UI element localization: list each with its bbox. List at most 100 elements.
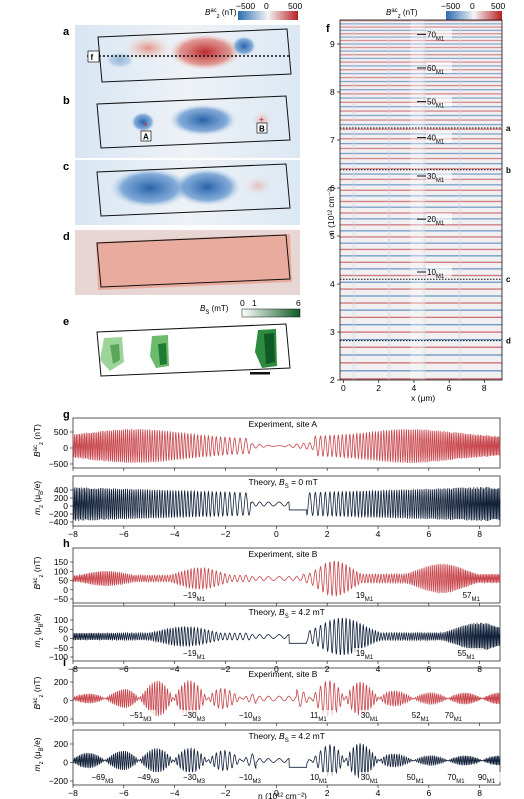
trace-level-label: 19M1 — [356, 591, 374, 603]
colorbar-ac-f-label: Bacz (nT) — [386, 8, 418, 20]
panel-label-a: a — [63, 26, 70, 38]
panel-c-map — [75, 160, 300, 225]
trace-level-label: −10M3 — [239, 773, 262, 785]
panel-f-x-axis: 0 2 4 6 8 — [341, 380, 487, 393]
trace-level-label: 10M1 — [310, 773, 328, 785]
trace-ytick: 0 — [63, 634, 68, 644]
panel-f-landau-labels: 70M1 60M1 50M1 40M1 30M1 20M1 10M1 — [417, 28, 452, 280]
colorbar-ac-f-tick-pos: 500 — [491, 1, 505, 11]
trace-ytick: 0 — [63, 443, 68, 453]
trace-xtick: −6 — [119, 529, 129, 539]
trace-level-label: −30M3 — [183, 711, 206, 723]
trace-ytick: 100 — [54, 566, 68, 576]
trace-level-label: 90M1 — [478, 773, 496, 785]
trace-line — [72, 680, 501, 717]
panel-f-xtick: 2 — [376, 383, 381, 393]
trace-title: Experiment, site A — [249, 419, 318, 429]
panel-f-ytick: 7 — [330, 135, 335, 145]
panel-f-ytick: 6 — [330, 183, 335, 193]
trace-level-label: −69M3 — [92, 773, 115, 785]
trace-line — [72, 486, 501, 522]
landau-level-label: 50M1 — [427, 98, 445, 110]
trace-line — [72, 743, 501, 779]
trace-level-label: 30M1 — [361, 773, 379, 785]
trace-ytick: 150 — [54, 557, 68, 567]
panel-f-xtick: 0 — [341, 383, 346, 393]
trace-xtick: −2 — [221, 529, 231, 539]
trace-xtick: −4 — [170, 788, 180, 798]
trace-ytick: 0 — [63, 585, 68, 595]
panel-label-h: h — [63, 538, 70, 550]
colorbar-bs-label: BS (mT) — [200, 304, 229, 316]
panel-f-cut-lines: a b c d — [340, 124, 511, 346]
landau-level-label: 40M1 — [427, 134, 445, 146]
trace-xtick: 6 — [426, 664, 431, 674]
trace-xtick: −6 — [119, 788, 129, 798]
trace-xtick: −8 — [68, 529, 78, 539]
trace-level-label: −10M3 — [239, 711, 262, 723]
trace-ytick: 50 — [59, 576, 69, 586]
trace-ytick: 0 — [63, 696, 68, 706]
colorbar-bs: BS (mT) 0 1 6 — [200, 298, 301, 318]
trace-ytick: 0 — [63, 758, 68, 768]
trace-panel-i-exp: Experiment, site B 200 0 −200 −51M3 −30M3 −10M… — [32, 667, 501, 726]
colorbar-ac: Bacz (nT) −500 0 500 — [205, 1, 302, 20]
trace-ylabel: mz (μB/e) — [32, 613, 45, 647]
trace-xtick: 8 — [477, 529, 482, 539]
panel-f-ytick: 5 — [330, 231, 335, 241]
trace-ytick: −400 — [49, 517, 68, 527]
colorbar-ac-f: Bacz (nT) −500 0 500 — [386, 1, 505, 20]
trace-title: Experiment, site B — [249, 669, 318, 679]
colorbar-ac-f-tick-zero: 0 — [470, 1, 475, 11]
trace-ylabel: mz (μB/e) — [32, 481, 45, 515]
trace-level-label: 55M1 — [458, 649, 476, 661]
site-a-label: A — [143, 133, 149, 142]
trace-xtick: −4 — [170, 664, 180, 674]
panel-f-ylabel: n (10¹² cm⁻²) — [326, 186, 336, 235]
trace-level-label: −30M3 — [183, 773, 206, 785]
trace-ytick: 0 — [63, 501, 68, 511]
panel-a-map: f — [75, 25, 300, 93]
trace-ytick: −50 — [54, 643, 69, 653]
trace-ylabel: Bacz (nT) — [32, 424, 45, 457]
panel-b-map: A B + + — [75, 93, 300, 158]
landau-level-label: 70M1 — [427, 30, 445, 42]
trace-ylabel: Bacz (nT) — [32, 676, 45, 709]
site-a-marker-icon: + — [143, 120, 148, 129]
trace-level-label: 70M1 — [447, 773, 465, 785]
trace-xtick: 2 — [325, 664, 330, 674]
trace-level-label: 30M1 — [361, 711, 379, 723]
panel-f-xlabel: x (μm) — [411, 393, 435, 403]
trace-title: Theory, BS = 0 mT — [249, 477, 318, 490]
trace-level-label: 50M1 — [407, 773, 425, 785]
panel-f-ytick: 8 — [330, 87, 335, 97]
panel-f-ytick: 3 — [330, 327, 335, 337]
trace-xtick: 4 — [376, 664, 381, 674]
trace-ylabel: mz (μB/e) — [32, 737, 45, 771]
landau-level-label: 60M1 — [427, 64, 445, 76]
trace-panel-i-th: Theory, BS = 4.2 mT 200 0 −200 −69M3 −49M3 −30… — [32, 729, 504, 788]
trace-level-label: −19M1 — [183, 591, 206, 603]
panel-f-ytick: 9 — [330, 39, 335, 49]
cut-label: b — [506, 166, 511, 175]
trace-panel-g-exp: Experiment, site A 500 0 −500 Bacz (nT) — [32, 417, 501, 471]
trace-ytick: −100 — [49, 652, 68, 662]
trace-level-label: −51M3 — [130, 711, 153, 723]
colorbar-ac-label: Bacz (nT) — [205, 8, 237, 20]
trace-level-label: −49M3 — [137, 773, 160, 785]
trace-xtick: 8 — [477, 664, 482, 674]
panel-label-b: b — [63, 95, 70, 107]
trace-xtick: 0 — [274, 664, 279, 674]
site-b-marker-icon: + — [259, 115, 264, 124]
panel-label-i: i — [63, 657, 66, 669]
landau-level-label: 30M1 — [427, 172, 445, 184]
colorbar-ac-f-tick-neg: −500 — [441, 1, 460, 11]
trace-ytick: −200 — [49, 776, 68, 786]
trace-xtick: 6 — [426, 788, 431, 798]
colorbar-ac-bar — [238, 11, 298, 20]
panel-f-ytick: 2 — [330, 375, 335, 385]
trace-level-label: −19M1 — [183, 649, 206, 661]
